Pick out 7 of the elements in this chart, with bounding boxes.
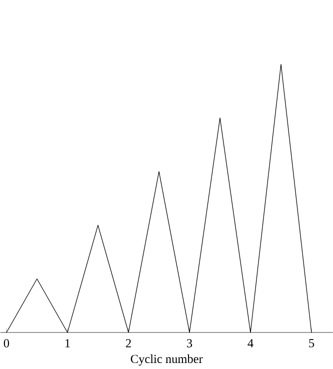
x-tick-label: 1 [65, 339, 70, 348]
x-tick-label: 4 [248, 339, 254, 348]
x-tick-label: 5 [309, 339, 314, 348]
x-tick-label: 0 [4, 339, 10, 348]
x-tick-label: 2 [126, 339, 131, 348]
x-axis-title: Cyclic number [130, 354, 203, 366]
x-tick-label: 3 [186, 339, 192, 348]
